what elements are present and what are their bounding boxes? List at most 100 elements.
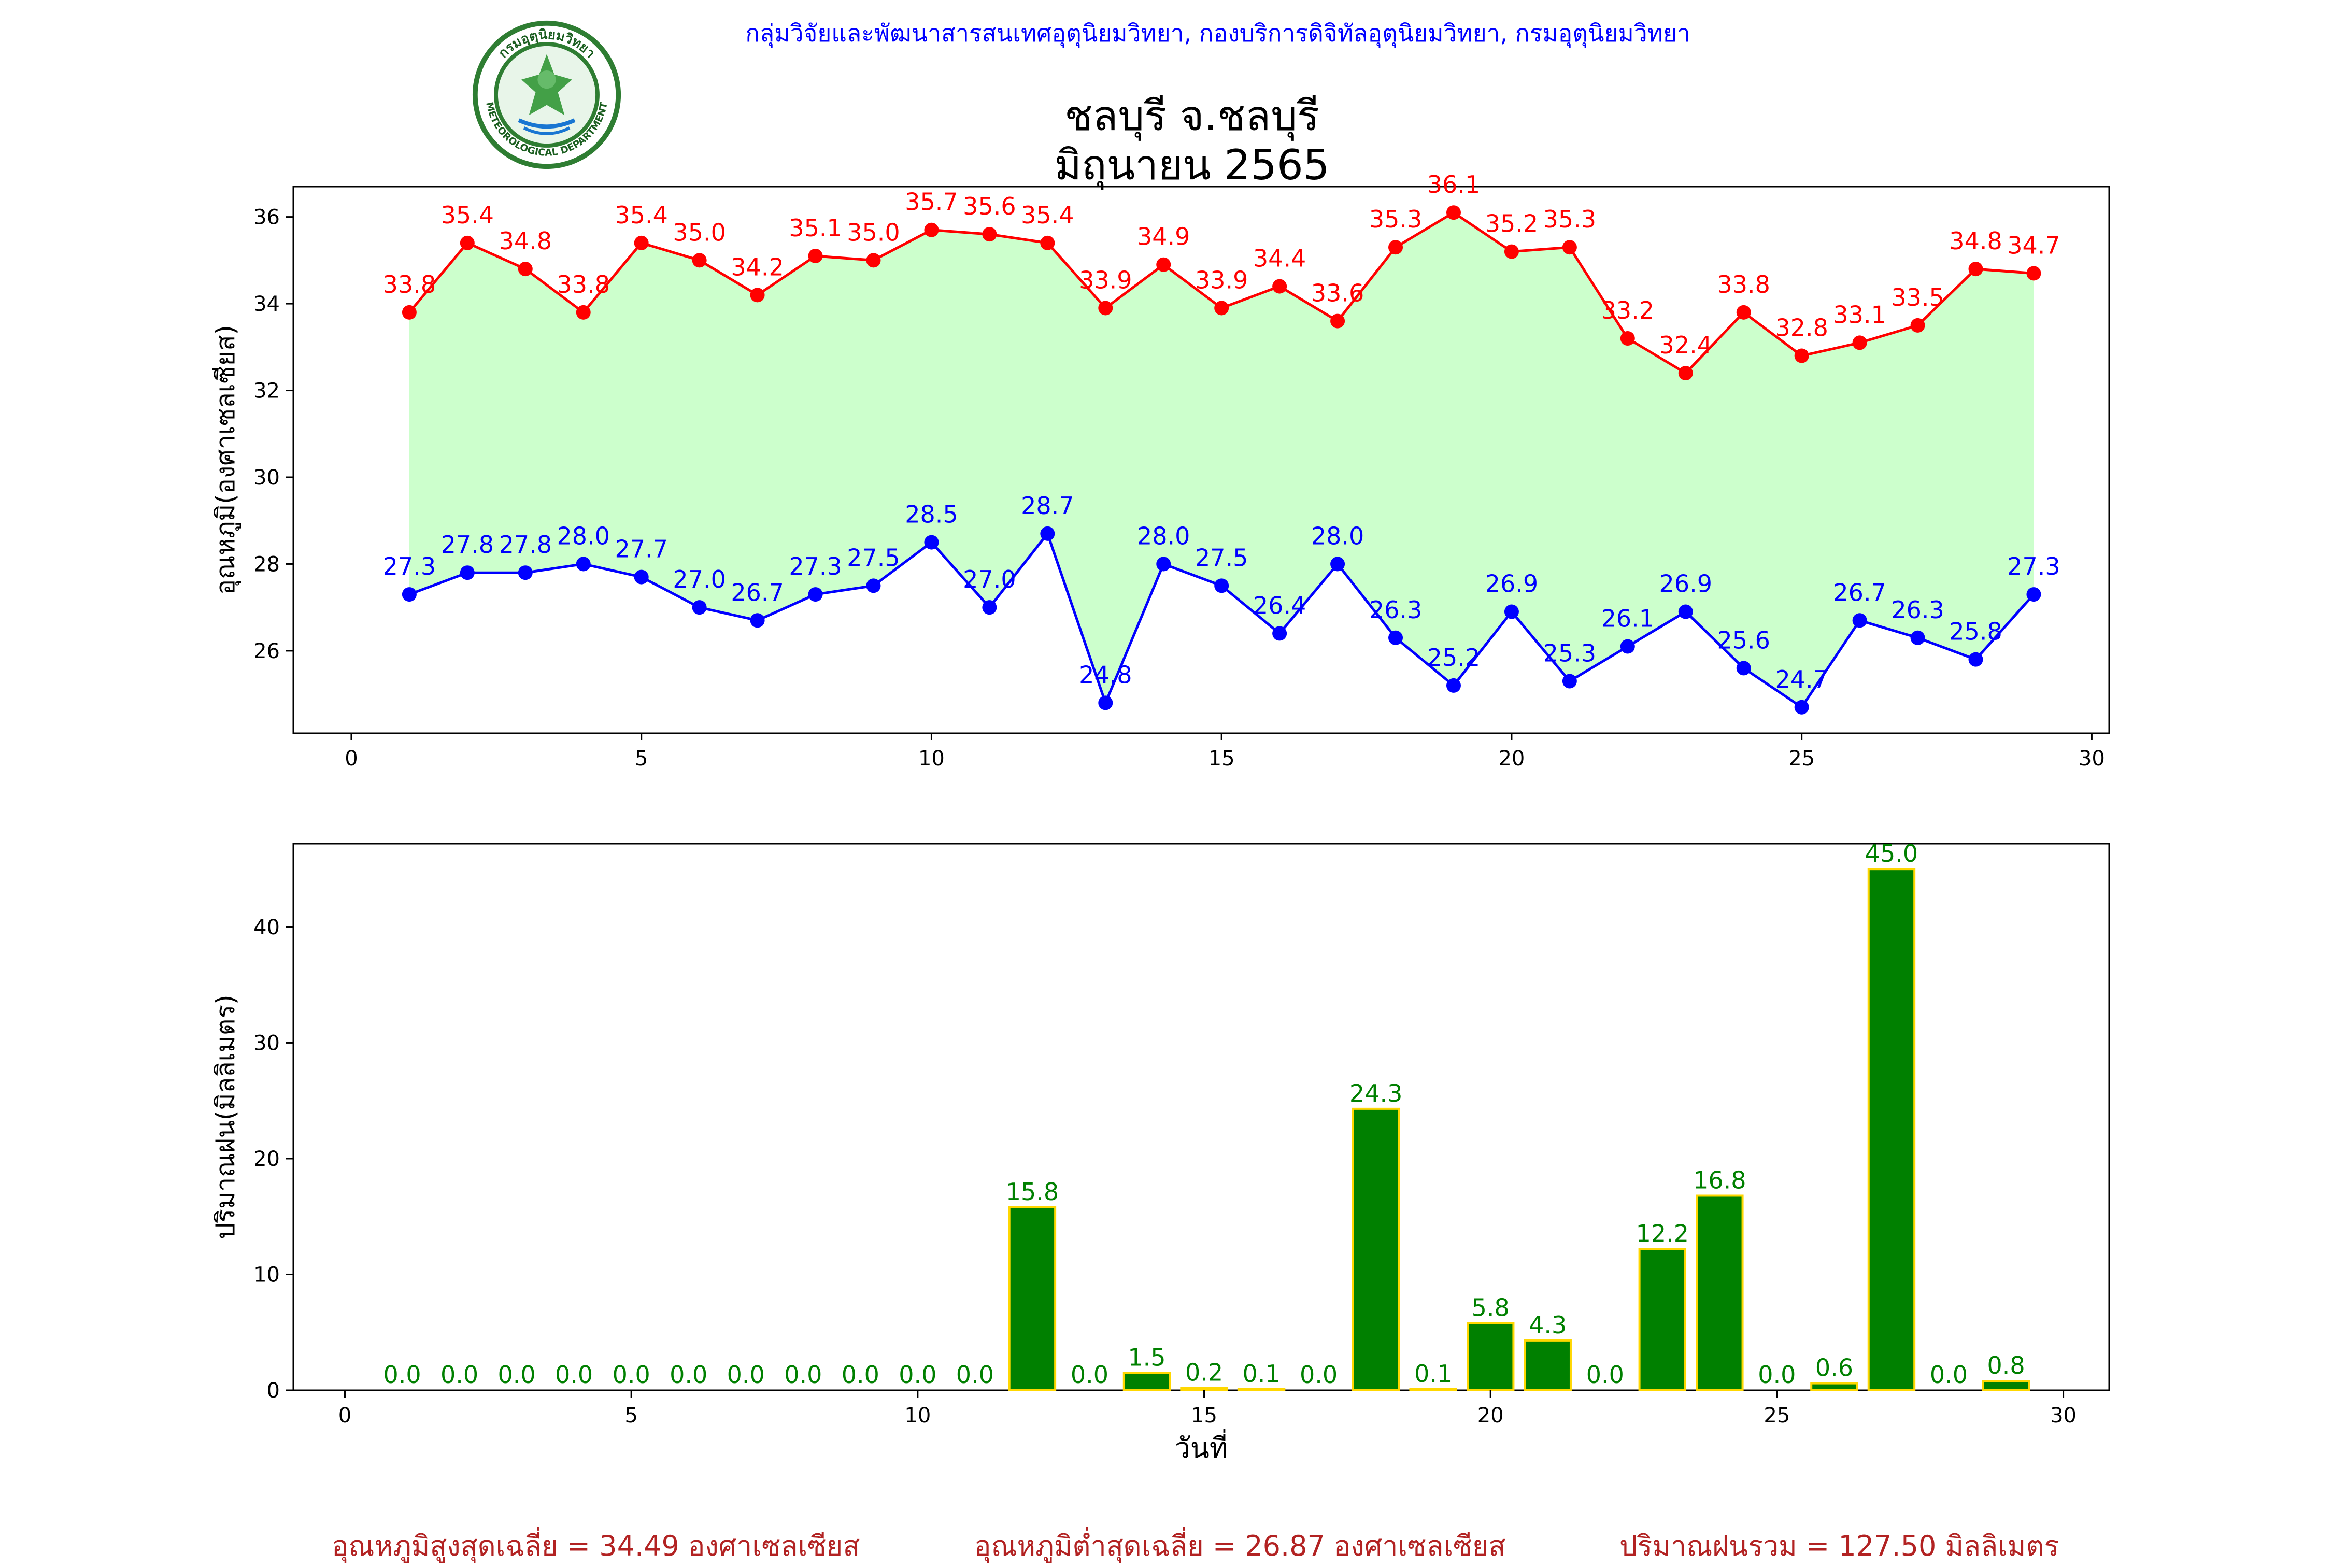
max-temp-value-label: 33.9 (1079, 266, 1132, 294)
min-temp-point (1968, 652, 1983, 667)
min-temp-point (924, 535, 939, 550)
min-temp-value-label: 27.8 (441, 531, 494, 559)
min-temp-value-label: 27.8 (499, 531, 552, 559)
max-temp-point (1446, 205, 1461, 220)
rain-value-label: 0.0 (899, 1361, 936, 1389)
temp-x-tick-label: 25 (1788, 747, 1815, 771)
max-temp-point (1330, 313, 1345, 329)
max-temp-point (2026, 266, 2041, 281)
rain-bar (1409, 1388, 1457, 1392)
rain-total: ปริมาณฝนรวม = 127.50 มิลลิเมตร (1619, 1530, 2059, 1562)
temp-x-tick-label: 20 (1498, 747, 1525, 771)
min-temp-point (982, 600, 997, 615)
temp-y-tick-label: 32 (253, 379, 280, 403)
rain-value-label: 0.0 (498, 1361, 536, 1389)
max-temp-point (1272, 279, 1287, 294)
max-temp-point (1040, 235, 1055, 250)
max-temp-value-label: 33.8 (383, 270, 436, 298)
rain-y-tick-label: 0 (267, 1379, 280, 1403)
max-temp-point (866, 253, 881, 268)
rain-x-tick-label: 0 (338, 1404, 351, 1428)
min-temp-point (1098, 695, 1113, 710)
rain-value-label: 16.8 (1693, 1166, 1746, 1194)
min-temp-value-label: 27.3 (383, 552, 436, 580)
min-temp-value-label: 26.3 (1891, 596, 1944, 624)
temperature-range-fill (409, 212, 2034, 707)
min-temp-point (808, 587, 823, 602)
rain-value-label: 0.1 (1414, 1360, 1452, 1388)
min-temp-point (1736, 661, 1751, 676)
max-temp-value-label: 36.1 (1427, 170, 1480, 198)
max-temp-value-label: 35.6 (963, 192, 1016, 220)
min-temp-value-label: 27.5 (1195, 544, 1248, 572)
rain-value-label: 0.0 (555, 1361, 593, 1389)
rain-value-label: 0.0 (1930, 1361, 1968, 1389)
min-temp-value-label: 26.7 (731, 578, 784, 606)
max-temp-point (1620, 331, 1635, 346)
max-temp-value-label: 33.6 (1311, 279, 1364, 307)
min-temp-point (1388, 630, 1403, 645)
temp-plot-frame (292, 186, 2110, 734)
max-temp-value-label: 34.4 (1253, 245, 1306, 273)
min-temp-value-label: 24.7 (1775, 665, 1828, 693)
rain-bar (1696, 1194, 1744, 1391)
max-temp-value-label: 35.3 (1369, 205, 1422, 233)
min-temp-point (692, 600, 707, 615)
max-temp-point (576, 305, 591, 320)
rain-bar (1180, 1387, 1228, 1391)
rain-value-label: 0.1 (1242, 1360, 1280, 1388)
max-temp-point (1388, 240, 1403, 255)
temp-y-tick-label: 34 (253, 292, 280, 316)
meteorological-department-logo: กรมอุตุนิยมวิทยา METEOROLOGICAL DEPARTME… (472, 20, 621, 169)
max-temp-point (692, 253, 707, 268)
min-temp-point (1794, 700, 1809, 715)
rain-value-label: 0.0 (670, 1361, 707, 1389)
rain-bar (1982, 1380, 2030, 1392)
credit-text: กลุ่มวิจัยและพัฒนาสารสนเทศอุตุนิยมวิทยา,… (745, 19, 1690, 47)
max-temp-point (982, 227, 997, 242)
min-temp-value-label: 27.5 (847, 544, 900, 572)
temp-y-tick-label: 26 (253, 639, 280, 663)
temp-y-tick-label: 36 (253, 206, 280, 230)
rain-y-tick-label: 30 (253, 1031, 280, 1055)
rain-bar (1638, 1248, 1687, 1391)
temp-x-tick-label: 10 (918, 747, 945, 771)
max-temp-point (1736, 305, 1751, 320)
rain-y-tick-label: 10 (253, 1263, 280, 1287)
max-temp-value-label: 33.8 (557, 270, 610, 298)
rain-value-label: 24.3 (1349, 1079, 1402, 1107)
rain-bar (1810, 1382, 1858, 1391)
max-temp-point (1214, 301, 1229, 316)
max-temp-value-label: 34.2 (731, 253, 784, 281)
min-temp-value-label: 26.3 (1369, 596, 1422, 624)
max-temp-value-label: 34.8 (1949, 227, 2002, 255)
min-temp-average: อุณหภูมิต่ำสุดเฉลี่ย = 26.87 องศาเซลเซีย… (974, 1530, 1506, 1562)
min-temp-point (1562, 674, 1577, 689)
max-temp-value-label: 32.4 (1659, 331, 1712, 359)
max-temp-value-label: 34.8 (499, 227, 552, 255)
min-temp-value-label: 25.8 (1949, 618, 2002, 646)
min-temp-point (1214, 578, 1229, 593)
min-temp-value-label: 26.7 (1833, 578, 1886, 606)
max-temp-value-label: 35.4 (441, 201, 494, 229)
min-temp-point (576, 557, 591, 572)
min-temp-value-label: 27.3 (789, 552, 842, 580)
rain-value-label: 0.0 (1300, 1361, 1338, 1389)
max-temp-point (518, 262, 533, 277)
max-temp-average: อุณหภูมิสูงสุดเฉลี่ย = 34.49 องศาเซลเซีย… (332, 1530, 860, 1562)
rain-x-axis-label: วันที่ (1175, 1429, 1228, 1464)
min-temp-value-label: 25.2 (1427, 644, 1480, 672)
temp-y-axis-label: อุณหภูมิ(องศาเซลเซียส) (210, 325, 241, 595)
rain-x-tick-label: 10 (904, 1404, 931, 1428)
max-temp-point (1968, 262, 1983, 277)
max-temp-point (1852, 335, 1867, 350)
max-temp-value-label: 33.9 (1195, 266, 1248, 294)
max-temp-point (1098, 301, 1113, 316)
max-temp-point (1156, 257, 1171, 272)
rain-value-label: 4.3 (1529, 1311, 1567, 1339)
max-temp-value-label: 33.2 (1601, 296, 1654, 324)
max-temp-value-label: 35.0 (673, 218, 726, 246)
min-temp-value-label: 26.9 (1485, 570, 1538, 598)
rain-value-label: 0.2 (1185, 1359, 1223, 1387)
